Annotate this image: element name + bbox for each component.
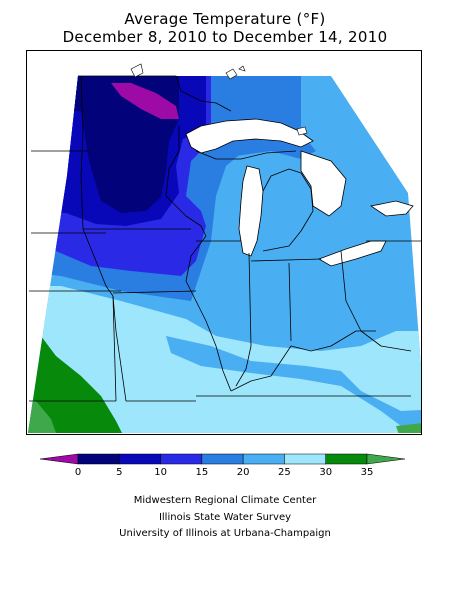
legend-bin-20-25 — [242, 453, 285, 465]
islands — [130, 63, 308, 136]
legend-bin-25-30 — [284, 453, 326, 465]
legend-bin->35 — [366, 453, 406, 465]
credit-line: Midwestern Regional Climate Center — [133, 495, 317, 506]
lake-superior — [185, 118, 314, 154]
color-legend: 0 5 10 15 20 25 30 35 — [40, 450, 410, 480]
great-lakes — [185, 118, 414, 267]
legend-bin-10-15 — [160, 453, 203, 465]
legend-tick-label: 30 — [319, 467, 332, 478]
legend-bin-<0 — [40, 453, 79, 465]
legend-tick-label: 20 — [237, 467, 250, 478]
map-date-range: December 8, 2010 to December 14, 2010 — [62, 28, 388, 46]
legend-tick-label: 10 — [154, 467, 167, 478]
lake-erie — [318, 240, 387, 267]
band-20-25-south — [166, 336, 421, 433]
legend-bin-15-20 — [201, 453, 244, 465]
legend-tick-label: 0 — [75, 467, 81, 478]
lake-michigan — [238, 165, 264, 257]
legend-bin-30-35 — [325, 453, 368, 465]
legend-tick-label: 15 — [195, 467, 208, 478]
band-above-35-se — [396, 421, 421, 433]
legend-tick-label: 5 — [116, 467, 122, 478]
band-below-0 — [111, 83, 179, 119]
temperature-map — [26, 50, 422, 435]
state-boundaries — [29, 75, 421, 402]
legend-tick-label: 25 — [278, 467, 291, 478]
legend-bin-0-5 — [77, 453, 120, 465]
legend-tick-label: 35 — [361, 467, 374, 478]
credit-line: University of Illinois at Urbana-Champai… — [119, 528, 331, 539]
legend-bin-5-10 — [119, 453, 161, 465]
map-title: Average Temperature (°F) — [124, 10, 326, 28]
lake-huron — [300, 150, 347, 217]
lake-ontario — [369, 200, 414, 217]
credit-line: Illinois State Water Survey — [158, 512, 292, 523]
